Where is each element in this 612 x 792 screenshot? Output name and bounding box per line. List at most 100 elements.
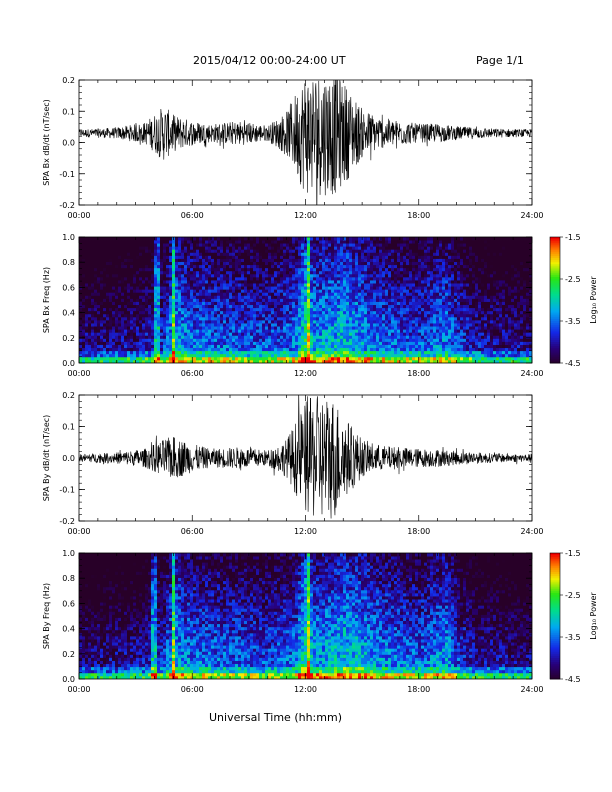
heatmap-cell [103,258,107,262]
heatmap-cell [130,332,134,336]
heatmap-cell [109,280,113,284]
heatmap-cell [277,350,281,355]
heatmap-cell [367,286,371,290]
heatmap-cell [124,264,128,269]
heatmap-cell [313,273,317,278]
heatmap-cell [127,350,131,355]
heatmap-cell [364,347,368,352]
heatmap-cell [319,267,323,272]
heatmap-cell [214,319,218,324]
heatmap-cell [103,310,107,315]
heatmap-cell [244,335,248,339]
heatmap-cell [184,252,188,256]
heatmap-cell [241,353,245,358]
heatmap-cell [91,316,95,321]
heatmap-cell [208,252,212,256]
heatmap-cell [268,249,272,253]
heatmap-cell [115,313,119,318]
heatmap-cell [247,292,251,296]
heatmap-cell [403,261,407,266]
heatmap-cell [139,270,143,275]
heatmap-cell [205,359,209,363]
heatmap-cell [352,292,356,296]
heatmap-cell [94,347,98,352]
heatmap-cell [370,246,374,250]
heatmap-cell [400,332,404,336]
heatmap-cell [205,240,209,244]
heatmap-cell [250,270,254,275]
heatmap-cell [229,258,233,262]
heatmap-cell [355,323,359,327]
heatmap-cell [193,332,197,336]
heatmap-cell [214,332,218,336]
heatmap-cell [418,255,422,259]
heatmap-cell [196,276,200,281]
heatmap-cell [148,267,152,272]
heatmap-cell [130,267,134,272]
heatmap-cell [202,316,206,321]
heatmap-cell [172,255,176,259]
heatmap-cell [274,267,278,272]
heatmap-cell [394,335,398,339]
heatmap-cell [304,292,308,296]
heatmap-cell [157,243,161,247]
heatmap-cell [214,243,218,247]
heatmap-cell [274,350,278,355]
heatmap-cell [262,267,266,272]
heatmap-cell [355,252,359,256]
heatmap-cell [433,286,437,290]
heatmap-cell [193,267,197,272]
heatmap-cell [163,276,167,281]
heatmap-cell [355,240,359,244]
heatmap-cell [172,326,176,330]
heatmap-cell [196,267,200,272]
heatmap-cell [196,310,200,315]
heatmap-cell [400,249,404,253]
heatmap-cell [85,264,89,269]
heatmap-cell [211,261,215,266]
heatmap-cell [229,286,233,290]
heatmap-cell [388,356,392,361]
heatmap-cell [187,310,191,315]
heatmap-cell [334,329,338,333]
heatmap-cell [241,301,245,306]
heatmap-cell [136,310,140,315]
heatmap-cell [349,350,353,355]
heatmap-cell [421,316,425,321]
heatmap-cell [214,295,218,299]
heatmap-cell [202,267,206,272]
heatmap-cell [178,280,182,284]
heatmap-cell [139,335,143,339]
heatmap-cell [277,264,281,269]
heatmap-cell [334,273,338,278]
heatmap-cell [280,243,284,247]
heatmap-cell [163,264,167,269]
heatmap-cell [118,301,122,306]
heatmap-cell [118,350,122,355]
heatmap-cell [403,304,407,309]
heatmap-cell [265,261,269,266]
heatmap-cell [283,283,287,287]
heatmap-cell [379,255,383,259]
heatmap-cell [334,307,338,312]
heatmap-cell [94,267,98,272]
heatmap-cell [277,359,281,363]
heatmap-cell [118,310,122,315]
heatmap-cell [325,280,329,284]
heatmap-cell [109,323,113,327]
heatmap-cell [238,359,242,363]
heatmap-cell [109,301,113,306]
heatmap-cell [82,298,86,302]
heatmap-cell [163,273,167,278]
heatmap-cell [238,313,242,318]
heatmap-cell [85,329,89,333]
heatmap-cell [241,264,245,269]
heatmap-cell [169,295,173,299]
heatmap-cell [256,326,260,330]
heatmap-cell [346,356,350,361]
heatmap-cell [412,261,416,266]
heatmap-cell [325,289,329,293]
heatmap-cell [124,344,128,349]
heatmap-cell [139,298,143,302]
heatmap-cell [304,255,308,259]
